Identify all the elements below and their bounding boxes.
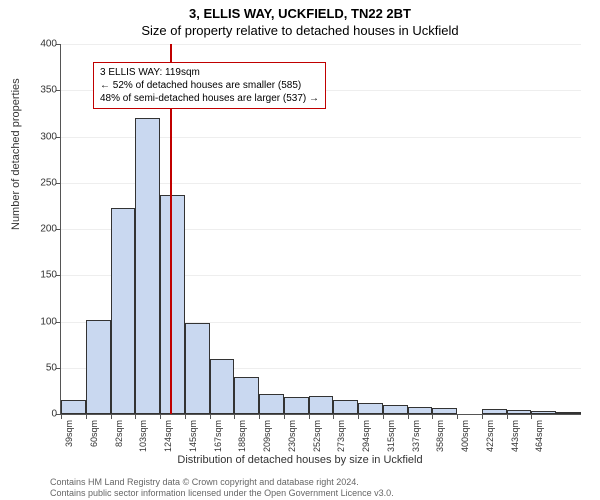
x-tick-mark bbox=[457, 414, 458, 419]
x-tick-label: 273sqm bbox=[336, 420, 346, 452]
x-tick-label: 167sqm bbox=[213, 420, 223, 452]
x-tick-mark bbox=[358, 414, 359, 419]
x-tick-label: 82sqm bbox=[114, 420, 124, 447]
info-box-line-3: 48% of semi-detached houses are larger (… bbox=[100, 92, 319, 105]
histogram-bar bbox=[160, 195, 185, 414]
info-box-line-1: 3 ELLIS WAY: 119sqm bbox=[100, 66, 319, 79]
histogram-bar bbox=[358, 403, 383, 414]
x-tick-label: 39sqm bbox=[64, 420, 74, 447]
x-tick-mark bbox=[86, 414, 87, 419]
x-tick-mark bbox=[531, 414, 532, 419]
histogram-bar bbox=[135, 118, 160, 414]
x-tick-label: 230sqm bbox=[287, 420, 297, 452]
grid-line bbox=[61, 44, 581, 45]
x-tick-mark bbox=[259, 414, 260, 419]
x-tick-mark bbox=[135, 414, 136, 419]
histogram-bar bbox=[408, 407, 433, 414]
histogram-bar bbox=[531, 411, 556, 414]
histogram-bar bbox=[556, 412, 581, 414]
histogram-bar bbox=[333, 400, 358, 414]
info-box-line-2: ← 52% of detached houses are smaller (58… bbox=[100, 79, 319, 92]
x-tick-label: 337sqm bbox=[411, 420, 421, 452]
x-tick-mark bbox=[432, 414, 433, 419]
x-tick-mark bbox=[383, 414, 384, 419]
x-tick-label: 422sqm bbox=[485, 420, 495, 452]
histogram-bar bbox=[111, 208, 136, 414]
chart-area: 05010015020025030035040039sqm60sqm82sqm1… bbox=[60, 44, 580, 414]
histogram-bar bbox=[185, 323, 210, 414]
x-tick-mark bbox=[210, 414, 211, 419]
histogram-bar bbox=[259, 394, 284, 414]
y-tick-label: 100 bbox=[27, 316, 57, 327]
x-tick-mark bbox=[309, 414, 310, 419]
x-tick-label: 358sqm bbox=[435, 420, 445, 452]
histogram-bar bbox=[210, 359, 235, 415]
x-tick-label: 252sqm bbox=[312, 420, 322, 452]
histogram-bar bbox=[234, 377, 259, 414]
y-tick-label: 250 bbox=[27, 177, 57, 188]
x-tick-mark bbox=[234, 414, 235, 419]
x-tick-label: 209sqm bbox=[262, 420, 272, 452]
x-tick-label: 60sqm bbox=[89, 420, 99, 447]
y-tick-label: 350 bbox=[27, 85, 57, 96]
y-tick-label: 150 bbox=[27, 270, 57, 281]
histogram-bar bbox=[432, 408, 457, 414]
x-tick-mark bbox=[160, 414, 161, 419]
x-tick-label: 315sqm bbox=[386, 420, 396, 452]
y-tick-label: 50 bbox=[27, 362, 57, 373]
y-tick-label: 300 bbox=[27, 131, 57, 142]
histogram-bar bbox=[86, 320, 111, 414]
x-tick-label: 294sqm bbox=[361, 420, 371, 452]
y-tick-label: 0 bbox=[27, 409, 57, 420]
y-tick-label: 400 bbox=[27, 39, 57, 50]
x-tick-mark bbox=[408, 414, 409, 419]
footer-credits: Contains HM Land Registry data © Crown c… bbox=[0, 477, 600, 500]
x-tick-mark bbox=[284, 414, 285, 419]
histogram-bar bbox=[507, 410, 532, 414]
x-tick-mark bbox=[482, 414, 483, 419]
x-tick-mark bbox=[61, 414, 62, 419]
chart-title-description: Size of property relative to detached ho… bbox=[0, 21, 600, 38]
x-tick-label: 400sqm bbox=[460, 420, 470, 452]
histogram-bar bbox=[383, 405, 408, 414]
histogram-bar bbox=[482, 409, 507, 414]
histogram-bar bbox=[61, 400, 86, 414]
histogram-bar bbox=[309, 396, 334, 415]
x-tick-mark bbox=[507, 414, 508, 419]
x-tick-label: 103sqm bbox=[138, 420, 148, 452]
x-tick-label: 464sqm bbox=[534, 420, 544, 452]
x-tick-label: 443sqm bbox=[510, 420, 520, 452]
x-tick-mark bbox=[185, 414, 186, 419]
x-axis-label: Distribution of detached houses by size … bbox=[0, 454, 600, 466]
info-box: 3 ELLIS WAY: 119sqm← 52% of detached hou… bbox=[93, 62, 326, 109]
x-tick-label: 188sqm bbox=[237, 420, 247, 452]
histogram-bar bbox=[284, 397, 309, 414]
y-tick-label: 200 bbox=[27, 224, 57, 235]
chart-title-address: 3, ELLIS WAY, UCKFIELD, TN22 2BT bbox=[0, 0, 600, 21]
plot-area: 05010015020025030035040039sqm60sqm82sqm1… bbox=[60, 44, 581, 415]
x-tick-label: 145sqm bbox=[188, 420, 198, 452]
x-tick-mark bbox=[333, 414, 334, 419]
x-tick-label: 124sqm bbox=[163, 420, 173, 452]
footer-line-2: Contains public sector information licen… bbox=[50, 488, 600, 499]
y-axis-label: Number of detached properties bbox=[10, 78, 22, 230]
x-tick-mark bbox=[111, 414, 112, 419]
footer-line-1: Contains HM Land Registry data © Crown c… bbox=[50, 477, 600, 488]
